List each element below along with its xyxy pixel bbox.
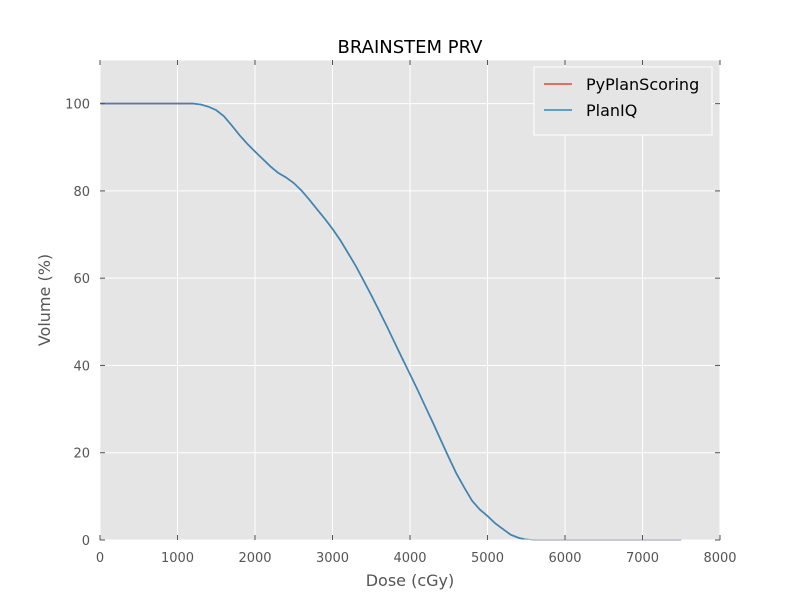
x-tick-label: 4000 [393,551,426,566]
axis-ticks: 0 1000 2000 3000 4000 5000 6000 7000 8000 0 20 40 60… [65,60,737,566]
y-tick-label: 100 [65,98,90,113]
x-tick-label: 8000 [703,551,736,566]
y-tick-label: 20 [73,447,90,462]
legend-box [533,66,713,136]
x-axis-label: Dose (cGy) [366,571,455,590]
legend-label: PlanIQ [586,101,637,120]
x-tick-label: 5000 [471,551,504,566]
chart-title: BRAINSTEM PRV [338,37,484,58]
x-tick-label: 2000 [238,551,271,566]
series-layer [100,102,682,541]
x-tick-label: 7000 [626,551,659,566]
legend-label: PyPlanScoring [586,75,699,94]
x-tick-label: 3000 [316,551,349,566]
y-axis-label: Volume (%) [35,254,54,346]
y-tick-label: 40 [73,359,90,374]
y-tick-label: 60 [73,272,90,287]
legend: PyPlanScoring PlanIQ [533,66,713,136]
series-line-planiq [100,102,682,541]
y-tick-label: 0 [82,534,90,549]
x-tick-label: 6000 [548,551,581,566]
x-tick-label: 1000 [161,551,194,566]
y-tick-label: 80 [73,185,90,200]
x-tick-label: 0 [96,551,104,566]
